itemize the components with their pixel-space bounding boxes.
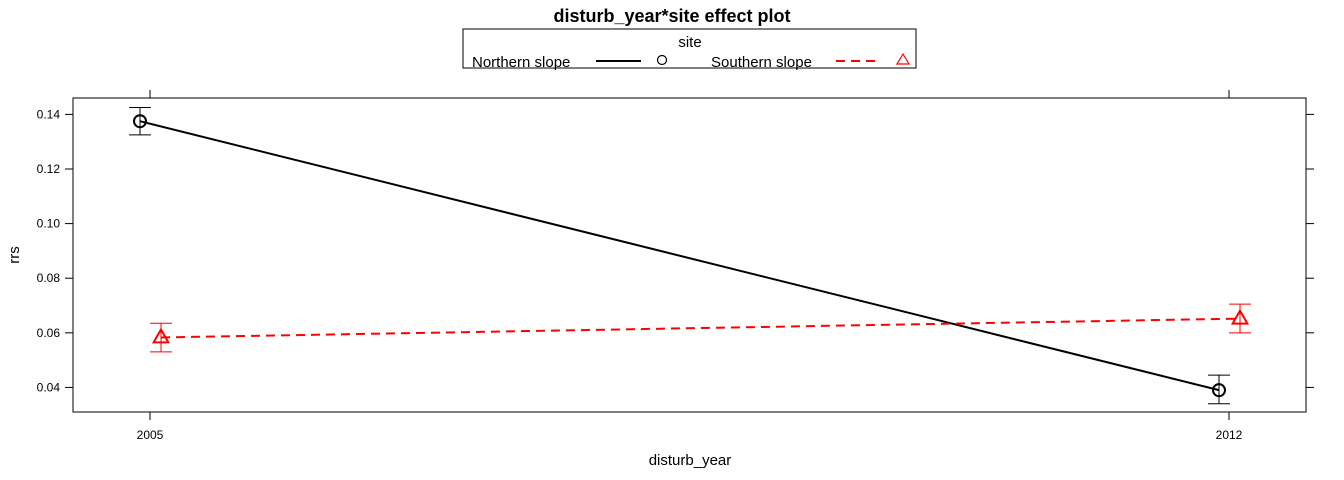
chart-title: disturb_year*site effect plot bbox=[553, 6, 790, 26]
x-axis-label: disturb_year bbox=[649, 452, 732, 469]
y-tick-label-0.06: 0.06 bbox=[37, 326, 61, 340]
y-tick-label-0.10: 0.10 bbox=[37, 217, 61, 231]
x-tick-label-2012: 2012 bbox=[1216, 428, 1243, 442]
y-tick-label-0.08: 0.08 bbox=[37, 271, 61, 285]
legend-marker-southern-slope bbox=[895, 52, 911, 65]
x-tick-label-2005: 2005 bbox=[137, 428, 164, 442]
legend-title: site bbox=[678, 34, 701, 51]
series-southern-slope bbox=[150, 303, 1251, 353]
legend-box bbox=[462, 28, 917, 69]
legend-label-northern-slope: Northern slope bbox=[472, 54, 570, 71]
legend: site Northern slope Southern slope bbox=[462, 28, 917, 71]
series-line-northern-slope bbox=[139, 120, 1220, 392]
y-axis: 0.04 0.06 0.08 0.10 0.12 0.14 bbox=[37, 107, 1314, 394]
legend-marker-northern-slope bbox=[656, 54, 668, 66]
series-northern-slope bbox=[129, 107, 1230, 405]
data-point-northern-slope-2005 bbox=[133, 114, 147, 129]
legend-label-southern-slope: Southern slope bbox=[711, 54, 812, 71]
series-layer bbox=[129, 107, 1251, 405]
y-tick-label-0.04: 0.04 bbox=[37, 380, 61, 394]
y-tick-label-0.12: 0.12 bbox=[37, 162, 61, 176]
y-tick-label-0.14: 0.14 bbox=[37, 107, 61, 121]
y-axis-label: rrs bbox=[6, 246, 23, 264]
plot-frame bbox=[72, 97, 1307, 413]
data-point-northern-slope-2012 bbox=[1212, 383, 1226, 398]
x-axis: 2005 2012 bbox=[137, 90, 1243, 442]
data-point-southern-slope-2012 bbox=[1230, 308, 1250, 325]
series-line-southern-slope bbox=[160, 317, 1241, 339]
data-point-southern-slope-2005 bbox=[151, 327, 171, 344]
